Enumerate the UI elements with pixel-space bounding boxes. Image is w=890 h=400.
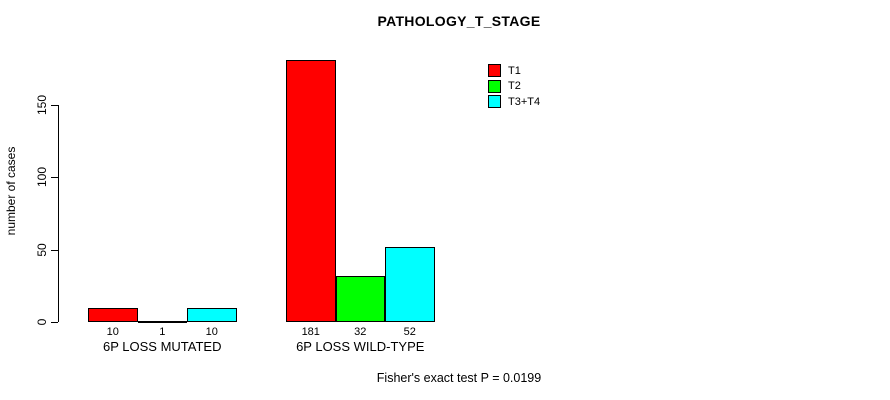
legend-swatch	[488, 79, 501, 93]
y-tick-mark	[51, 177, 58, 179]
legend-label: T1	[508, 64, 521, 77]
legend-row: T3+T4	[488, 95, 540, 108]
bar-t2	[335, 275, 385, 322]
bar-value-label: 52	[403, 326, 416, 338]
chart-title: PATHOLOGY_T_STAGE	[377, 13, 541, 29]
y-tick-label: 150	[35, 94, 49, 115]
bar-value-label: 181	[301, 326, 320, 338]
legend: T1 T2 T3+T4	[488, 64, 540, 108]
legend-label: T2	[508, 80, 521, 92]
group-label: 6P LOSS MUTATED	[103, 339, 222, 354]
y-tick-mark	[51, 322, 58, 323]
y-tick-label: 0	[35, 318, 49, 326]
fisher-test-annotation: Fisher's exact test P = 0.0199	[376, 371, 542, 385]
bar-t1	[88, 307, 138, 322]
bar-value-label: 32	[354, 326, 367, 338]
legend-label: T3+T4	[508, 95, 541, 108]
y-tick-label: 50	[35, 242, 49, 257]
legend-swatch	[488, 64, 501, 77]
bar-value-label: 1	[159, 326, 166, 338]
bar-t3-t4	[187, 307, 237, 322]
y-tick-label: 100	[35, 167, 49, 188]
legend-swatch	[488, 95, 501, 108]
legend-row: T2	[488, 79, 540, 93]
bar-t2	[137, 320, 187, 323]
legend-row: T1	[488, 64, 540, 77]
group-label: 6P LOSS WILD-TYPE	[296, 339, 425, 354]
bar-t1	[286, 60, 336, 322]
y-axis-label: number of cases	[4, 146, 18, 236]
bar-value-label: 10	[205, 326, 218, 338]
y-tick-mark	[51, 249, 58, 251]
bar-value-label: 10	[106, 326, 119, 338]
y-axis-line	[58, 104, 59, 322]
y-tick-mark	[51, 104, 58, 106]
bar-t3-t4	[385, 246, 435, 322]
